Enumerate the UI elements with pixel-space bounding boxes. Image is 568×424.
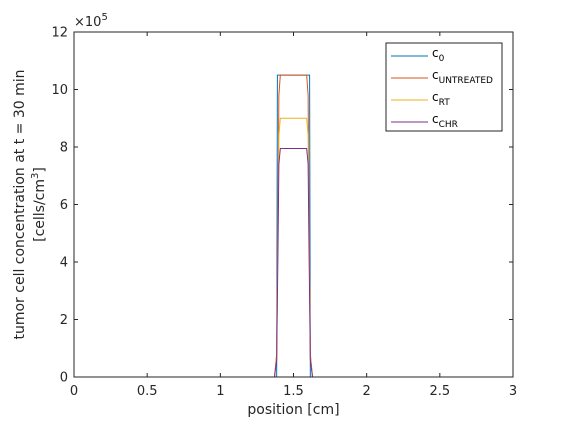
legend-item-rt: cRT [391,90,450,108]
legend-label-main: c [432,112,439,126]
legend-label-subscript: CHR [439,120,458,130]
legend-item-chr: cCHR [391,112,458,130]
legend-label-subscript: RT [439,98,451,108]
x-tick-label: 3 [509,384,517,399]
y-tick-label: 4 [60,256,68,271]
y-exponent-base: ×10 [74,15,101,30]
x-axis-title: position [cm] [247,402,339,418]
x-tick-label: 1 [216,384,224,399]
x-tick-label: 0 [70,384,78,399]
y-tick-label: 12 [51,26,68,41]
y-exponent-power: 5 [101,12,107,23]
y-tick-label: 0 [60,371,68,386]
y-axis-title-line2: [cells/cm3] [30,167,48,242]
legend-item-untreated: cUNTREATED [391,68,493,86]
y-axis-title-line1: tumor cell concentration at t = 30 min [12,69,28,339]
ticks-layer: 0 0.5 1 1.5 2 2.5 3 0 2 4 6 8 10 12 [51,26,517,400]
legend-label-main: c [432,46,439,60]
y-axis-units-close: ] [32,167,48,172]
y-exponent-label: ×105 [74,12,108,30]
legend-item-0: c0 [391,46,445,64]
legend-label: cUNTREATED [432,68,493,86]
x-tick-label: 1.5 [283,384,304,399]
y-axis-units-superscript: 3 [30,173,41,179]
legend-label: cRT [432,90,450,108]
series-layer [74,74,513,378]
y-axis-units: [cells/cm [32,179,48,242]
legend-label-main: c [432,90,439,104]
x-tick-label: 2.5 [429,384,450,399]
y-tick-label: 10 [51,83,68,98]
legend-box [385,42,503,132]
x-tick-label: 0.5 [137,384,158,399]
y-tick-label: 2 [60,313,68,328]
legend-label-main: c [432,68,439,82]
legend-label: cCHR [432,112,458,130]
legend-label-subscript: 0 [439,54,445,64]
x-tick-label: 2 [363,384,371,399]
y-tick-label: 6 [60,198,68,213]
series-line-chr [74,147,513,378]
y-axis-title: tumor cell concentration at t = 30 min [… [12,69,48,339]
legend-label-subscript: UNTREATED [439,76,493,86]
y-tick-label: 8 [60,141,68,156]
legend-label: c0 [432,46,445,64]
